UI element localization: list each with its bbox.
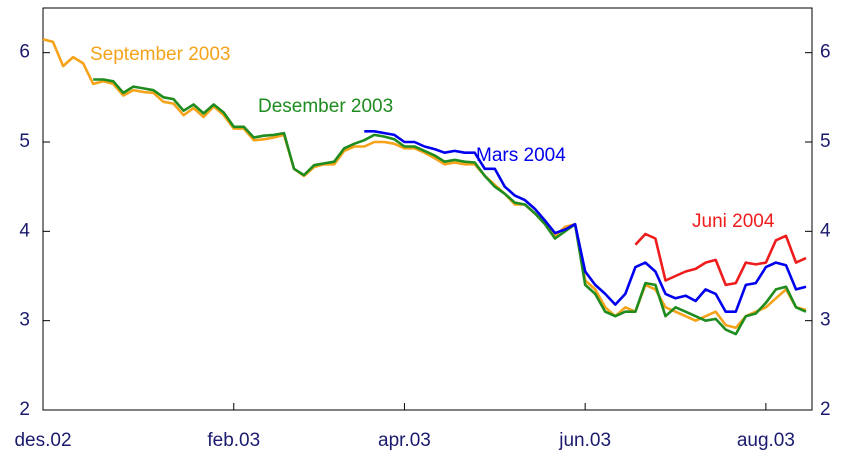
- y-tick-label: 6: [19, 42, 30, 63]
- series-label: September 2003: [90, 44, 231, 65]
- x-tick-label: apr.03: [378, 430, 431, 451]
- series-label: Desember 2003: [258, 96, 393, 117]
- y-tick-label: 5: [19, 131, 30, 152]
- series-label: Juni 2004: [692, 211, 775, 232]
- series-label: Mars 2004: [476, 145, 566, 166]
- series-line: [364, 130, 807, 313]
- y2-tick-label: 6: [820, 42, 831, 63]
- y-tick-label: 3: [19, 310, 30, 331]
- y-tick-label: 4: [19, 220, 30, 241]
- x-tick-label: aug.03: [737, 430, 795, 451]
- y2-tick-label: 3: [820, 310, 831, 331]
- x-tick-label: des.02: [14, 430, 71, 451]
- y2-tick-label: 2: [820, 399, 831, 420]
- y2-tick-label: 5: [820, 131, 831, 152]
- y-tick-label: 2: [19, 399, 30, 420]
- series-line: [42, 38, 807, 330]
- x-tick-label: feb.03: [207, 430, 260, 451]
- y2-tick-label: 4: [820, 220, 831, 241]
- series-line: [93, 78, 807, 336]
- plot-frame: [42, 7, 813, 411]
- x-tick-label: jun.03: [558, 430, 611, 451]
- series-line: [634, 232, 807, 287]
